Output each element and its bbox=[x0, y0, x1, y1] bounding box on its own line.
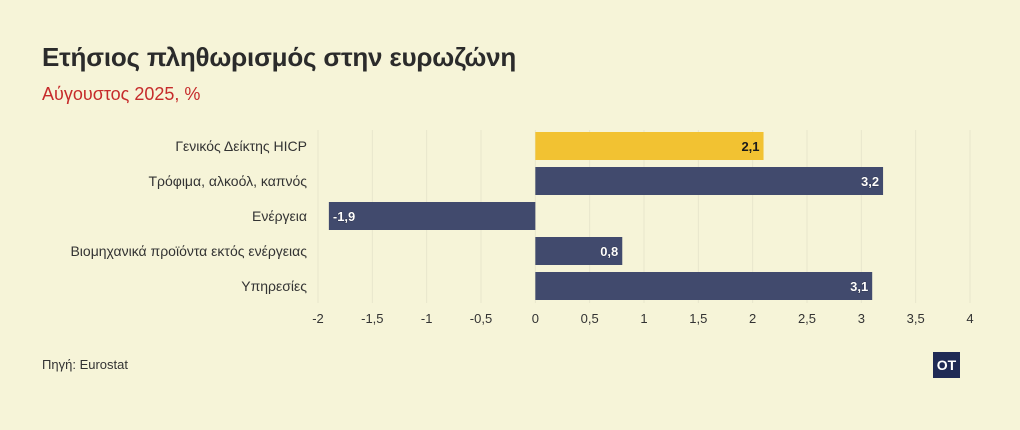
category-label: Βιομηχανικά προϊόντα εκτός ενέργειας bbox=[70, 243, 307, 259]
category-label: Ενέργεια bbox=[252, 208, 307, 224]
value-label: 2,1 bbox=[741, 139, 759, 154]
chart-subtitle: Αύγουστος 2025, % bbox=[42, 84, 201, 104]
bar bbox=[535, 272, 873, 300]
x-tick-label: 1 bbox=[640, 311, 647, 326]
x-tick-label: -1 bbox=[421, 311, 433, 326]
x-tick-label: 2 bbox=[749, 311, 756, 326]
value-label: 3,1 bbox=[850, 279, 868, 294]
x-tick-label: 3 bbox=[858, 311, 865, 326]
category-label: Γενικός Δείκτης HICP bbox=[175, 138, 307, 154]
x-tick-label: 0,5 bbox=[581, 311, 599, 326]
bar bbox=[535, 132, 764, 160]
value-label: -1,9 bbox=[333, 209, 355, 224]
chart-title: Ετήσιος πληθωρισμός στην ευρωζώνη bbox=[42, 42, 517, 72]
x-tick-label: 1,5 bbox=[689, 311, 707, 326]
bar bbox=[535, 237, 623, 265]
bar bbox=[535, 167, 884, 195]
category-label: Υπηρεσίες bbox=[241, 278, 307, 294]
x-tick-label: -0,5 bbox=[470, 311, 492, 326]
x-tick-label: 2,5 bbox=[798, 311, 816, 326]
bar bbox=[328, 202, 536, 230]
x-tick-label: -1,5 bbox=[361, 311, 383, 326]
bar-chart: -2 -1,5 -1 -0,5 0 0,5 1 1,5 2 2,5 3 3,5 4 Γενικός Δεί… bbox=[70, 130, 974, 326]
x-tick-label: 3,5 bbox=[907, 311, 925, 326]
value-label: 0,8 bbox=[600, 244, 618, 259]
publisher-logo: OT bbox=[933, 352, 960, 378]
value-label: 3,2 bbox=[861, 174, 879, 189]
category-label: Τρόφιμα, αλκοόλ, καπνός bbox=[148, 173, 307, 189]
x-tick-label: -2 bbox=[312, 311, 324, 326]
x-tick-label: 0 bbox=[532, 311, 539, 326]
x-tick-label: 4 bbox=[966, 311, 973, 326]
source-note: Πηγή: Eurostat bbox=[42, 357, 128, 372]
